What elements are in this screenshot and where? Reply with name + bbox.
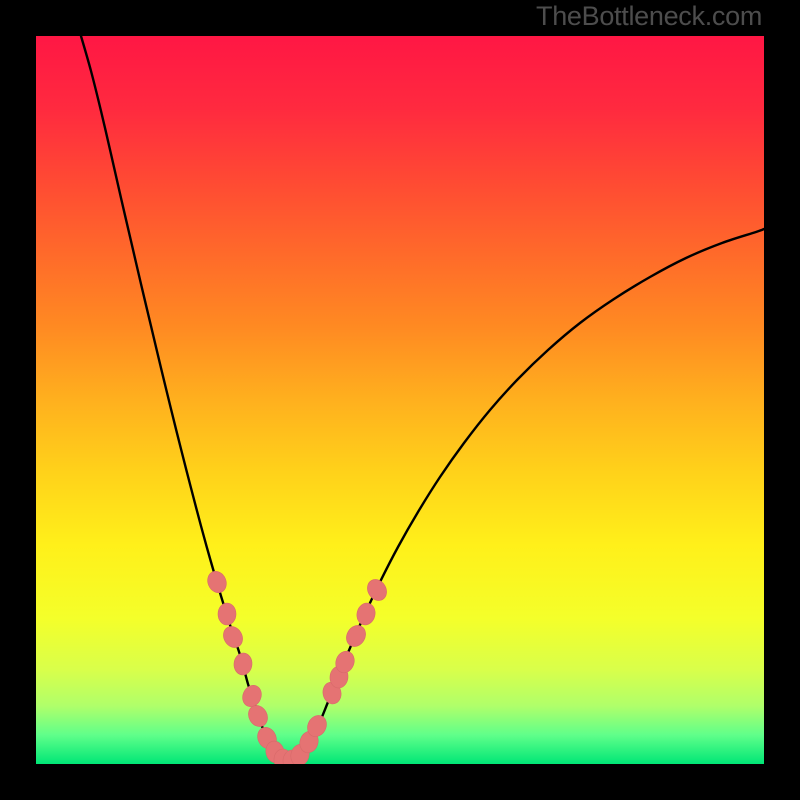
- curve-left: [81, 36, 288, 764]
- data-dot: [343, 622, 370, 650]
- curve-overlay: [36, 36, 764, 764]
- data-dot: [355, 601, 378, 627]
- plot-area: [36, 36, 764, 764]
- data-dot: [239, 682, 264, 709]
- data-dot: [220, 623, 247, 651]
- data-dot: [364, 576, 391, 604]
- watermark-label: TheBottleneck.com: [536, 1, 762, 32]
- data-dot: [204, 568, 229, 595]
- data-dot-group: [204, 568, 390, 764]
- chart-frame: TheBottleneck.com: [0, 0, 800, 800]
- curve-right: [288, 229, 764, 764]
- data-dot: [233, 652, 253, 675]
- data-dot: [218, 603, 236, 625]
